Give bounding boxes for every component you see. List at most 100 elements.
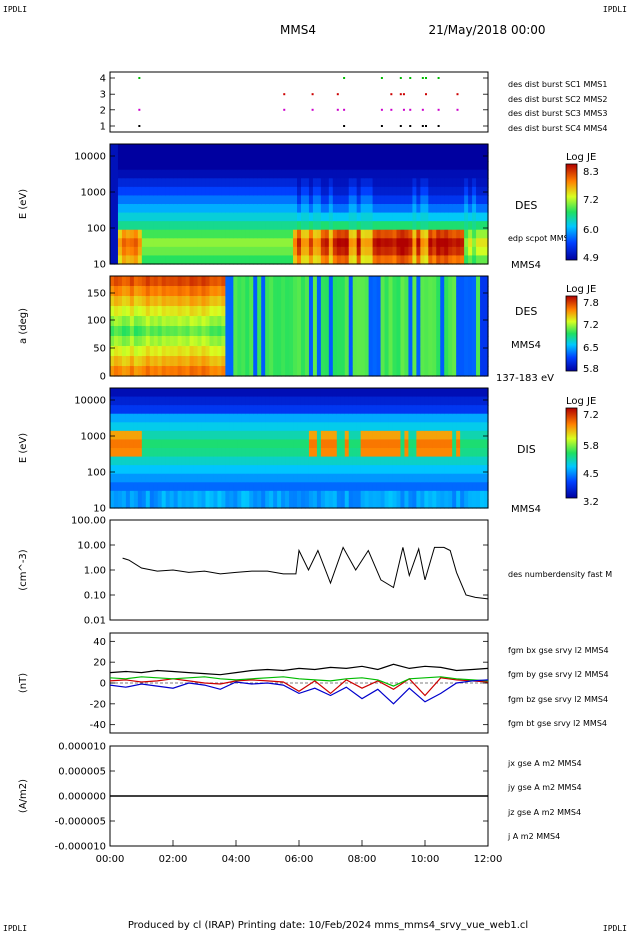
des-energy-cell — [189, 238, 195, 248]
des-energy-cell — [448, 178, 453, 188]
des-pitch-cell — [312, 356, 318, 367]
dis-energy-cell — [141, 413, 147, 423]
dis-energy-cell — [364, 405, 370, 415]
des-energy-cell — [448, 221, 453, 231]
des-pitch-cell — [328, 296, 334, 307]
des-energy-cell — [129, 255, 135, 265]
dis-energy-cell — [189, 413, 195, 423]
dis-energy-cell — [360, 413, 366, 423]
dis-energy-cell — [404, 499, 410, 509]
dis-energy-cell — [476, 473, 481, 483]
dis-energy-cell — [125, 499, 131, 509]
des-pitch-cell — [133, 286, 139, 297]
des-pitch-cell — [356, 346, 362, 357]
des-pitch-cell — [205, 286, 211, 297]
dis-energy-cell — [157, 405, 163, 415]
des-pitch-cell — [213, 366, 219, 377]
des-pitch-cell — [440, 366, 445, 377]
des-pitch-cell — [157, 366, 163, 377]
des-pitch-cell — [177, 296, 183, 307]
dis-energy-cell — [241, 405, 246, 415]
dis-energy-cell — [316, 430, 322, 441]
des-energy-cell — [468, 238, 473, 248]
des-pitch-cell — [261, 326, 266, 337]
dis-energy-cell — [348, 388, 354, 398]
dis-energy-cell — [372, 473, 378, 483]
dis-energy-cell — [293, 413, 298, 423]
dis-energy-cell — [153, 413, 159, 423]
dis-energy-cell — [125, 482, 131, 492]
dis-energy-cell — [225, 413, 230, 423]
des-pitch-cell — [308, 336, 314, 347]
dis-energy-cell — [372, 413, 378, 423]
dis-energy-cell — [384, 482, 390, 492]
dis-energy-cell — [392, 448, 398, 458]
des-energy-cell — [368, 161, 374, 171]
des-pitch-cell — [121, 296, 127, 307]
dis-energy-cell — [416, 430, 421, 441]
des-energy-cell — [213, 144, 219, 154]
dis-energy-cell — [328, 465, 334, 475]
des-energy-cell — [444, 161, 449, 171]
dis-energy-cell — [285, 439, 290, 449]
dis-energy-cell — [452, 439, 457, 449]
des-energy-cell — [392, 161, 398, 171]
des-energy-cell — [408, 212, 413, 222]
dis-energy-cell — [388, 482, 394, 492]
des-energy-cell — [452, 255, 457, 265]
des-energy-cell — [237, 195, 242, 205]
des-pitch-cell — [277, 326, 282, 337]
dis-energy-cell — [400, 482, 406, 492]
des-energy-cell — [165, 255, 171, 265]
des-energy-cell — [201, 161, 207, 171]
dis-energy-cell — [472, 388, 477, 398]
dis-energy-cell — [141, 482, 147, 492]
dis-energy-cell — [404, 396, 410, 406]
des-pitch-cell — [121, 336, 127, 347]
des-pitch-cell — [384, 276, 390, 287]
des-pitch-cell — [277, 346, 282, 357]
dis-energy-cell — [460, 439, 465, 449]
des-pitch-cell — [392, 316, 398, 327]
des-energy-cell — [440, 186, 445, 197]
des-energy-cell — [428, 204, 433, 214]
des-energy-cell — [257, 152, 262, 162]
dis-energy-cell — [476, 456, 481, 466]
des-energy-cell — [205, 169, 211, 179]
des-energy-cell — [448, 186, 453, 197]
dis-energy-cell — [165, 405, 171, 415]
des-energy-cell — [201, 221, 207, 231]
dis-energy-cell — [277, 465, 282, 475]
dis-energy-cell — [364, 430, 370, 441]
des-energy-cell — [440, 169, 445, 179]
des-pitch-cell — [424, 316, 429, 327]
dis-energy-cell — [217, 465, 223, 475]
des-pitch-cell — [197, 356, 203, 367]
dis-energy-cell — [273, 439, 278, 449]
des-energy-cell — [273, 169, 278, 179]
des-energy-cell — [209, 204, 215, 214]
dis-energy-cell — [221, 430, 226, 441]
des-energy-cell — [396, 152, 402, 162]
des-energy-cell — [205, 212, 211, 222]
des-energy-cell — [336, 212, 342, 222]
des-energy-cell — [273, 178, 278, 188]
des-energy-cell — [253, 161, 258, 171]
dis-energy-cell — [372, 388, 378, 398]
des-pitch-cell — [209, 336, 215, 347]
des-energy-cell — [237, 255, 242, 265]
des-energy-cell — [257, 255, 262, 265]
des-pitch-cell — [468, 286, 473, 297]
dis-energy-cell — [340, 499, 346, 509]
des-pitch-cell — [169, 356, 175, 367]
des-pitch-cell — [173, 286, 179, 297]
des-pitch-cell — [316, 296, 322, 307]
dis-energy-cell — [253, 405, 258, 415]
des-pitch-cell — [484, 316, 489, 327]
dis-energy-cell — [388, 465, 394, 475]
dis-energy-cell — [225, 456, 230, 466]
des-pitch-cell — [153, 276, 159, 287]
des-energy-cell — [452, 161, 457, 171]
dis-energy-cell — [181, 439, 187, 449]
dis-energy-cell — [281, 422, 286, 432]
